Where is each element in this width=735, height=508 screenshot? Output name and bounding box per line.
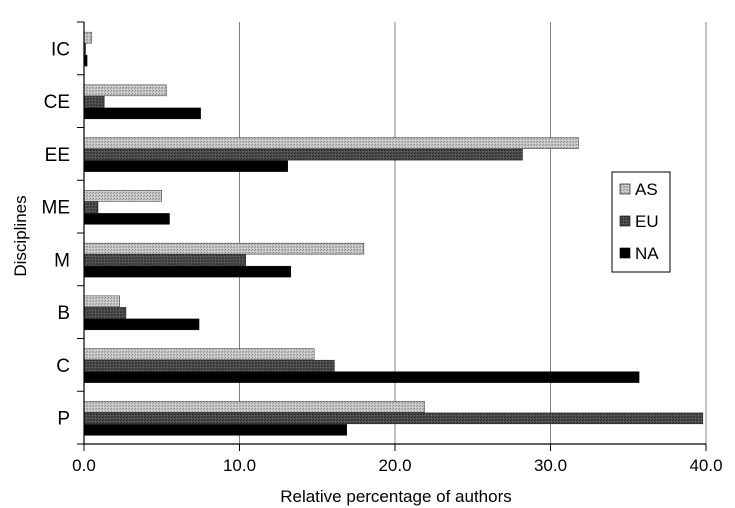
bar-eu-b [83, 307, 127, 319]
bar-eu-p [83, 412, 704, 425]
x-tick-label: 40.0 [689, 456, 722, 475]
bar-eu-me [83, 201, 99, 214]
bar-na-m [83, 265, 292, 278]
category-label: IC [51, 39, 70, 60]
category-label: B [57, 303, 70, 324]
category-label: EE [45, 145, 70, 166]
bar-as-c [83, 348, 315, 360]
bar-as-b [83, 295, 120, 308]
legend-swatch-na [619, 247, 631, 259]
bars-group [83, 31, 704, 436]
category-labels: IC CE EE ME M B C P [42, 39, 71, 429]
bar-na-ee [83, 160, 288, 172]
bar-na-me [83, 213, 170, 225]
bar-eu-ce [83, 96, 105, 108]
bar-eu-ee [83, 148, 523, 161]
legend: AS EU NA [611, 171, 671, 273]
legend-swatch-eu [619, 215, 631, 227]
bar-as-ce [83, 84, 167, 97]
legend-label-na: NA [635, 244, 659, 263]
bar-na-c [83, 371, 640, 383]
axes [77, 21, 707, 451]
bar-as-m [83, 242, 365, 255]
category-label: CE [44, 92, 70, 113]
bar-as-me [83, 190, 162, 202]
y-axis-title: Disciplines [11, 195, 30, 276]
x-tick-label: 0.0 [72, 456, 96, 475]
legend-swatch-as [619, 183, 631, 195]
bar-na-p [83, 424, 347, 436]
x-axis-title: Relative percentage of authors [280, 487, 512, 506]
bar-eu-m [83, 254, 246, 266]
x-tick-labels: 0.0 10.0 20.0 30.0 40.0 [72, 456, 722, 475]
legend-label-eu: EU [635, 212, 659, 231]
bar-eu-c [83, 359, 335, 372]
bar-as-ic [83, 31, 92, 44]
category-label: ME [42, 198, 71, 219]
bar-na-ce [83, 107, 201, 120]
x-tick-label: 10.0 [223, 456, 256, 475]
category-label: M [54, 250, 70, 271]
bar-na-b [83, 318, 200, 331]
bar-as-ee [83, 137, 579, 149]
category-label: C [56, 356, 70, 377]
x-tick-label: 30.0 [534, 456, 567, 475]
category-label: P [57, 409, 70, 430]
x-tick-label: 20.0 [378, 456, 411, 475]
bar-as-p [83, 401, 425, 413]
legend-label-as: AS [635, 180, 658, 199]
